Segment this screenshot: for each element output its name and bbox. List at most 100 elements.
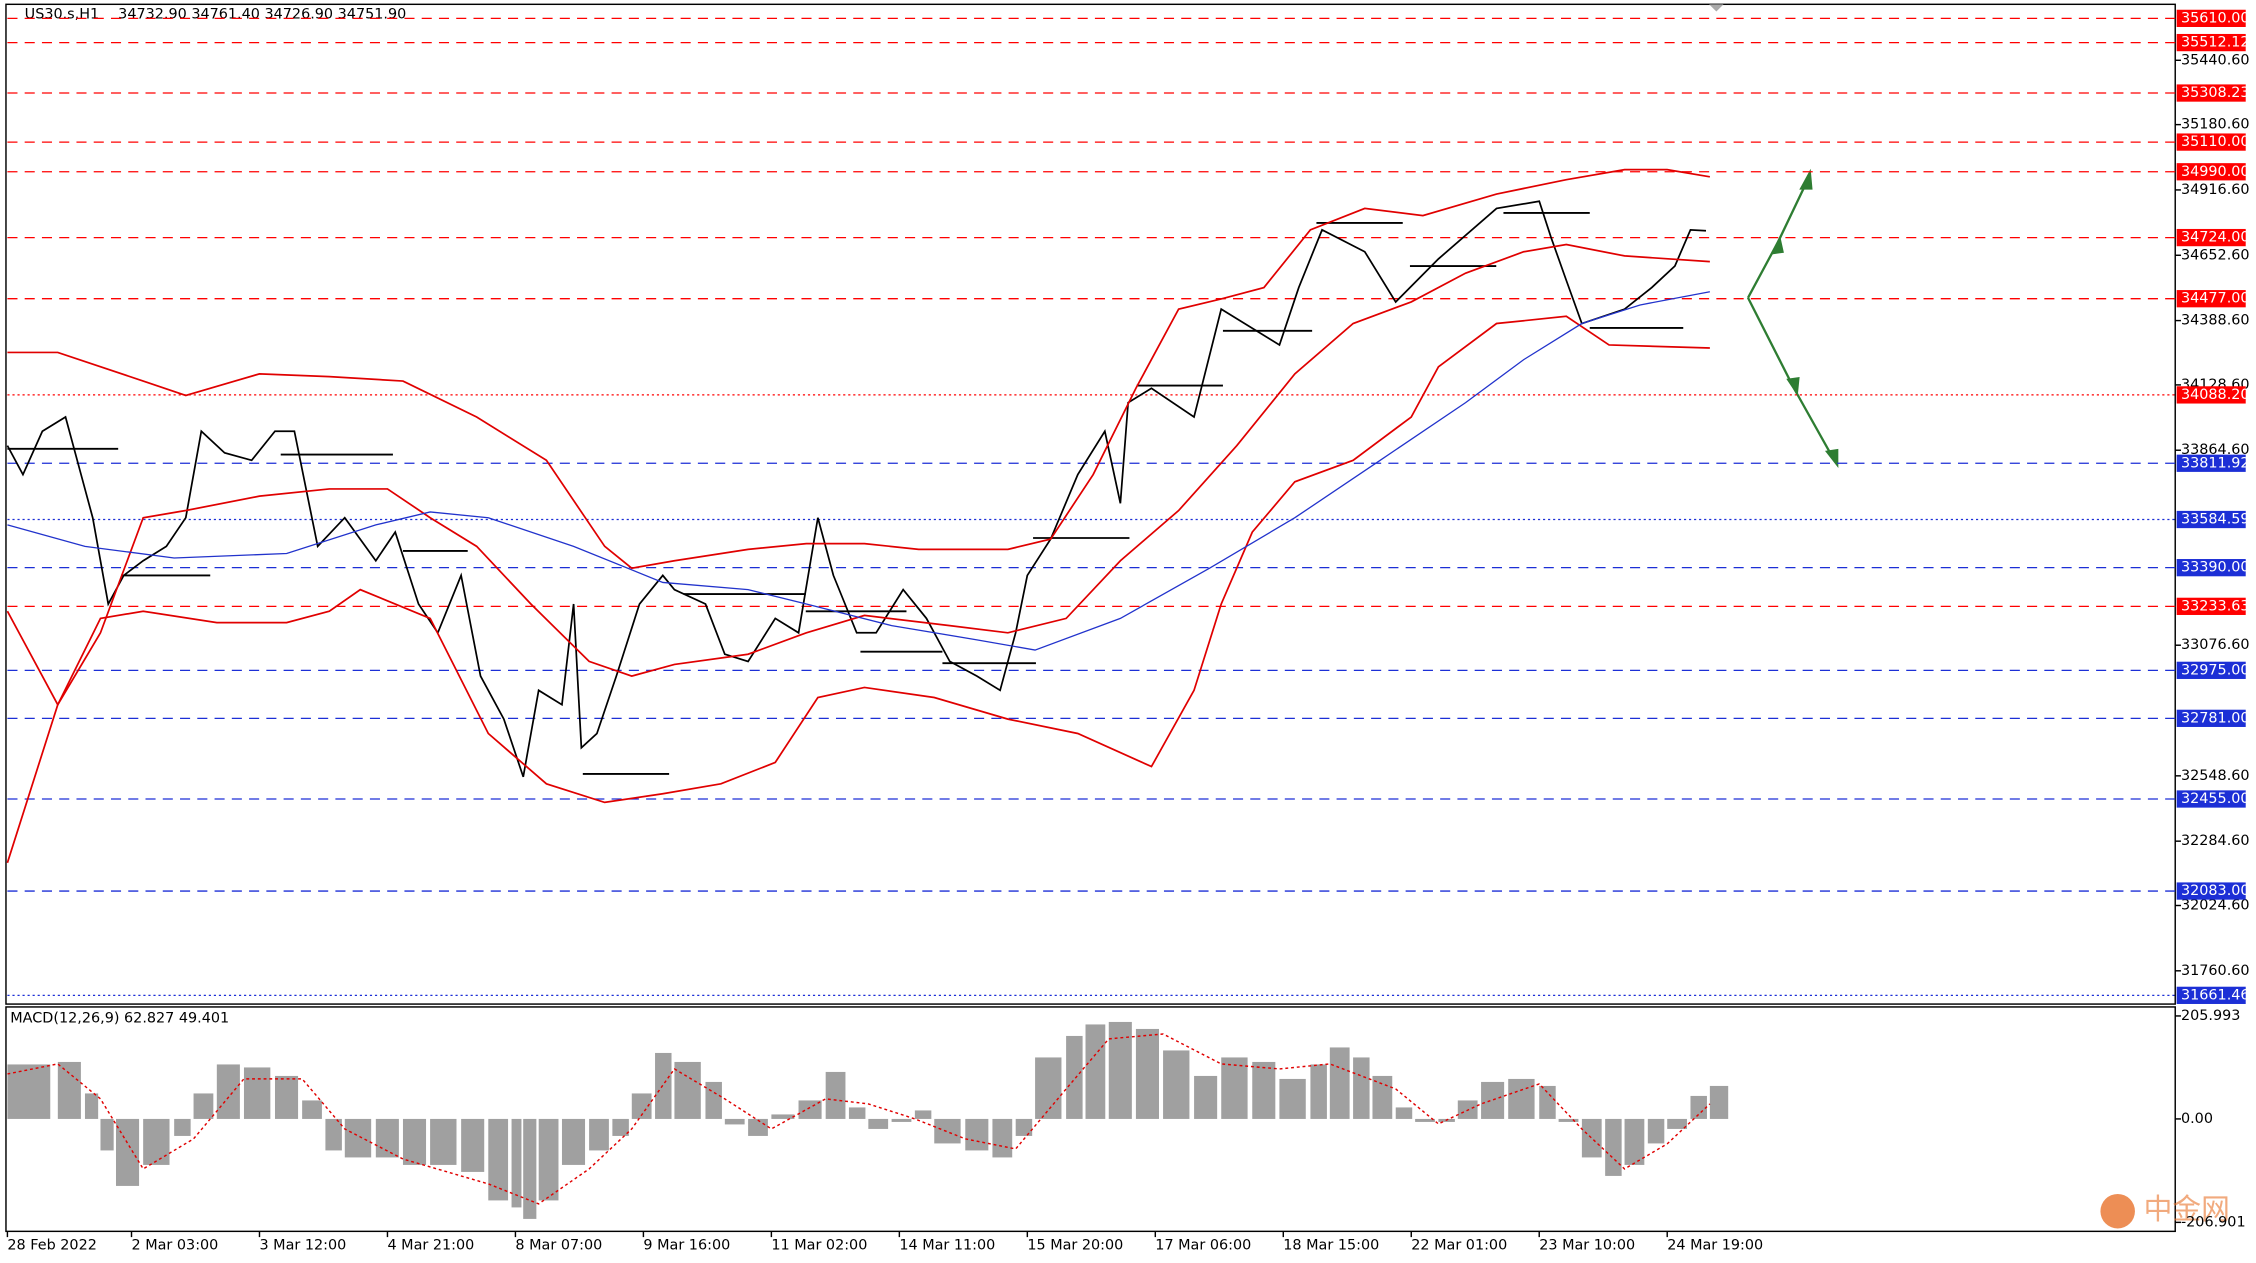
- level-label-box: [2176, 882, 2246, 900]
- macd-bar: [84, 1093, 99, 1119]
- macd-bar: [1221, 1057, 1248, 1119]
- macd-bar: [1163, 1050, 1190, 1119]
- shift-marker: [1709, 4, 1724, 12]
- macd-bar: [1647, 1118, 1665, 1144]
- forecast-arrows: [1746, 168, 1839, 468]
- macd-bar: [655, 1052, 672, 1119]
- macd-bar: [488, 1118, 509, 1201]
- macd-bar: [302, 1100, 322, 1119]
- level-label-box: [2176, 290, 2246, 308]
- y-tick-label: 34388.60: [2181, 313, 2250, 329]
- macd-bar: [461, 1118, 485, 1172]
- level-label-box: [2176, 33, 2246, 52]
- macd-bar: [1581, 1118, 1602, 1158]
- y-tick-label: 32548.60: [2181, 768, 2250, 784]
- macd-bar: [1558, 1118, 1579, 1122]
- level-label: 35610.00: [2181, 10, 2250, 26]
- macd-bar: [1508, 1078, 1535, 1119]
- x-tick-label: 14 Mar 11:00: [899, 1238, 995, 1254]
- macd-bar: [1035, 1057, 1062, 1119]
- macd-bar: [1085, 1024, 1106, 1119]
- macd-bar: [1015, 1118, 1033, 1136]
- macd-bar: [1395, 1107, 1413, 1119]
- macd-bar: [430, 1118, 457, 1165]
- level-label: 34088.20: [2181, 387, 2250, 403]
- y-tick-label: 31760.60: [2181, 963, 2250, 979]
- macd-bar: [612, 1118, 629, 1136]
- x-tick-label: 28 Feb 2022: [7, 1238, 96, 1254]
- macd-bar: [1108, 1021, 1132, 1119]
- macd-bar: [848, 1107, 866, 1119]
- macd-bar: [375, 1118, 399, 1158]
- macd-bar: [1252, 1061, 1276, 1119]
- level-label: 35308.23: [2181, 85, 2250, 101]
- series-line: [7, 1033, 1711, 1205]
- level-label: 34990.00: [2181, 164, 2250, 180]
- macd-bar: [216, 1064, 240, 1119]
- macd-bar: [891, 1118, 912, 1122]
- y-tick-label: 34916.60: [2181, 182, 2250, 198]
- y-tick-label: -206.901: [2181, 1214, 2246, 1230]
- x-tick-label: 9 Mar 16:00: [643, 1238, 730, 1254]
- macd-bar: [523, 1118, 537, 1219]
- arrow-head: [1786, 376, 1800, 397]
- x-tick-label: 18 Mar 15:00: [1283, 1238, 1379, 1254]
- macd-bar: [674, 1061, 701, 1119]
- macd-bar: [1624, 1118, 1645, 1165]
- macd-bar: [511, 1118, 522, 1208]
- level-label: 34477.00: [2181, 291, 2250, 307]
- level-label-box: [2176, 133, 2246, 151]
- macd-bar: [193, 1093, 214, 1119]
- x-tick-label: 8 Mar 07:00: [515, 1238, 602, 1254]
- level-label-box: [2176, 661, 2246, 679]
- level-label: 33584.59: [2181, 512, 2250, 528]
- macd-bar: [1066, 1035, 1083, 1119]
- level-label: 35110.00: [2181, 134, 2250, 150]
- x-tick-label: 24 Mar 19:00: [1667, 1238, 1763, 1254]
- x-tick-label: 15 Mar 20:00: [1027, 1238, 1123, 1254]
- level-label: 33233.63: [2181, 598, 2250, 614]
- level-label-box: [2176, 709, 2246, 727]
- macd-bar: [1605, 1118, 1622, 1176]
- macd-bar: [1690, 1095, 1707, 1119]
- level-label-box: [2176, 84, 2246, 102]
- macd-bar: [748, 1118, 768, 1136]
- macd-bar: [992, 1118, 1013, 1158]
- x-tick-label: 4 Mar 21:00: [387, 1238, 474, 1254]
- symbol-title: US30.s,H1: [25, 6, 100, 22]
- x-tick-label: 3 Mar 12:00: [259, 1238, 346, 1254]
- macd-bar: [100, 1118, 114, 1151]
- x-tick-label: 17 Mar 06:00: [1155, 1238, 1251, 1254]
- level-label-box: [2176, 510, 2246, 529]
- y-tick-label: 32284.60: [2181, 833, 2250, 849]
- series-line: [6, 315, 1710, 864]
- level-label: 32975.00: [2181, 662, 2250, 678]
- macd-bar: [538, 1118, 559, 1201]
- x-tick-label: 23 Mar 10:00: [1539, 1238, 1635, 1254]
- series-line: [6, 243, 1710, 707]
- x-tick-label: 22 Mar 01:00: [1411, 1238, 1507, 1254]
- level-label: 35512.12: [2181, 35, 2250, 51]
- level-label: 31661.46: [2181, 987, 2250, 1003]
- level-label-box: [2176, 986, 2246, 1004]
- macd-bar: [143, 1118, 170, 1165]
- ohlc-values: 34732.90 34761.40 34726.90 34751.90: [118, 6, 406, 22]
- macd-bar: [1135, 1028, 1159, 1119]
- series-line: [7, 168, 1711, 570]
- macd-bar: [1310, 1064, 1327, 1119]
- macd-bar: [1667, 1118, 1687, 1129]
- level-label: 32083.00: [2181, 883, 2250, 899]
- level-label-box: [2176, 790, 2246, 808]
- y-tick-label: 35440.60: [2181, 52, 2250, 68]
- level-label-box: [2176, 597, 2246, 615]
- level-label: 32781.00: [2181, 710, 2250, 726]
- macd-bar: [274, 1075, 299, 1119]
- y-tick-label: 0.00: [2181, 1111, 2213, 1127]
- macd-bar: [1279, 1078, 1306, 1119]
- macd-bar: [344, 1118, 372, 1158]
- macd-bar: [868, 1118, 889, 1129]
- watermark-logo: [2100, 1193, 2135, 1229]
- macd-bar: [1372, 1075, 1393, 1119]
